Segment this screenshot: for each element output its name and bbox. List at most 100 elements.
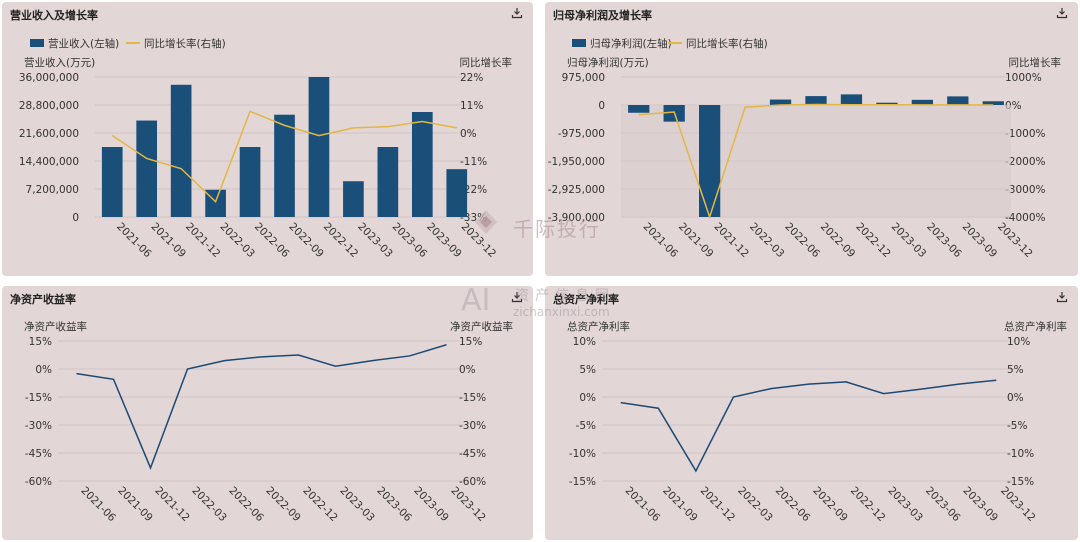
roa-panel: 总资产净利率 总资产净利率 总资产净利率 10% 10% 5% 5% 0% 0% -5% -5% -…: [545, 286, 1078, 540]
legend-bar-label: 归母净利润(左轴): [590, 37, 672, 50]
y-tick-label-left: 0%: [35, 364, 52, 376]
y-tick-label-right: -5%: [1007, 420, 1027, 432]
y-axis-title-right: 同比增长率: [460, 56, 513, 69]
y-axis-title-right: 总资产净利率: [1004, 320, 1067, 333]
y-tick-label-right: 0%: [460, 128, 477, 140]
panel-title: 总资产净利率: [553, 293, 619, 306]
roa-chart: 总资产净利率 总资产净利率 10% 10% 5% 5% 0% 0% -5% -5% -10% -10%…: [567, 320, 1067, 525]
x-tick-label: 2023-03: [337, 485, 377, 525]
download-icon[interactable]: [511, 291, 523, 303]
x-tick-label: 2021-09: [660, 485, 700, 525]
x-tick-label: 2023-06: [374, 485, 414, 525]
series-line: [76, 344, 447, 470]
bar: [274, 114, 295, 217]
revenue-growth-chart: 营业收入(左轴) 同比增长率(右轴) 营业收入(万元) 同比增长率 36,000,000…: [19, 37, 513, 261]
x-tick-label: 2023-09: [961, 485, 1001, 525]
y-axis-title-left: 归母净利润(万元): [567, 56, 649, 69]
y-tick-label-right: 11%: [460, 100, 483, 112]
y-tick-label-right: -1000%: [1005, 128, 1046, 140]
x-tick-label: 2023-03: [885, 485, 925, 525]
x-tick-label: 2023-12: [459, 221, 499, 261]
x-tick-label: 2023-12: [995, 221, 1035, 261]
x-tick-label: 2021-12: [152, 485, 192, 525]
y-tick-label-left: 36,000,000: [19, 72, 79, 84]
y-tick-label-left: 0: [72, 212, 79, 224]
x-tick-label: 2023-12: [448, 485, 488, 525]
y-tick-label-left: 975,000: [562, 72, 605, 84]
y-tick-label-left: -1,950,000: [548, 156, 605, 168]
y-tick-label-right: -2000%: [1005, 156, 1046, 168]
bar: [699, 105, 721, 217]
bar: [170, 84, 192, 218]
y-tick-label-right: -60%: [459, 476, 486, 488]
bar: [377, 147, 399, 217]
panel-title: 净资产收益率: [10, 293, 76, 306]
bar: [628, 105, 650, 113]
series-line: [620, 379, 997, 473]
x-tick-label: 2021-09: [115, 485, 155, 525]
x-tick-label: 2023-06: [923, 485, 963, 525]
bar: [101, 147, 123, 217]
revenue-growth-panel: 营业收入及增长率 营业收入(左轴) 同比增长率(右轴) 营业收入(万元) 同比增长率 3…: [2, 2, 533, 276]
y-tick-label-left: 14,400,000: [19, 156, 79, 168]
y-tick-label-left: -2,925,000: [548, 184, 605, 196]
download-icon[interactable]: [1056, 7, 1068, 19]
x-tick-label: 2022-12: [321, 221, 361, 261]
y-tick-label-left: 15%: [29, 336, 52, 348]
x-tick-label: 2022-06: [226, 485, 266, 525]
bar: [769, 99, 792, 105]
y-axis-title-left: 净资产收益率: [24, 320, 87, 333]
y-tick-label-right: 10%: [1007, 336, 1030, 348]
y-tick-label-left: -10%: [569, 448, 596, 460]
y-tick-label-right: -30%: [459, 420, 486, 432]
y-tick-label-left: 0%: [579, 392, 596, 404]
y-tick-label-left: 21,600,000: [19, 128, 79, 140]
x-tick-label: 2023-09: [411, 485, 451, 525]
y-tick-label-left: -60%: [25, 476, 52, 488]
x-tick-label: 2021-12: [712, 221, 752, 261]
x-tick-label: 2021-12: [698, 485, 738, 525]
y-tick-label-left: -15%: [25, 392, 52, 404]
legend-bar-swatch: [30, 39, 44, 47]
bar: [840, 94, 863, 105]
net-profit-growth-chart: 归母净利润(左轴) 同比增长率(右轴) 归母净利润(万元) 同比增长率 975,000 1…: [548, 37, 1062, 261]
x-tick-label: 2021-06: [623, 485, 663, 525]
bar: [446, 169, 468, 217]
y-tick-label-right: 22%: [460, 72, 483, 84]
download-icon[interactable]: [511, 7, 523, 19]
x-tick-label: 2022-06: [782, 221, 822, 261]
y-tick-label-right: -11%: [460, 156, 487, 168]
x-tick-label: 2022-03: [735, 485, 775, 525]
y-tick-label-right: -45%: [459, 448, 486, 460]
x-tick-label: 2023-09: [960, 221, 1000, 261]
panel-title: 归母净利润及增长率: [553, 9, 652, 22]
y-tick-label-right: -3000%: [1005, 184, 1046, 196]
bar: [136, 120, 158, 217]
y-tick-label-right: -4000%: [1005, 212, 1046, 224]
legend-bar-swatch: [572, 39, 586, 47]
y-axis-title-left: 营业收入(万元): [24, 56, 95, 69]
x-tick-label: 2023-03: [889, 221, 929, 261]
x-tick-label: 2021-06: [78, 485, 118, 525]
y-axis-title-right: 净资产收益率: [450, 320, 513, 333]
x-tick-label: 2023-12: [998, 485, 1038, 525]
y-tick-label-left: 28,800,000: [19, 100, 79, 112]
y-tick-label-left: 10%: [573, 336, 596, 348]
y-tick-label-right: 1000%: [1005, 72, 1042, 84]
x-tick-label: 2022-03: [747, 221, 787, 261]
legend-bar-label: 营业收入(左轴): [48, 37, 119, 50]
bar: [982, 101, 1004, 105]
x-tick-label: 2021-06: [641, 221, 681, 261]
y-tick-label-left: 0: [598, 100, 605, 112]
y-tick-label-right: 0%: [459, 364, 476, 376]
panel-title: 营业收入及增长率: [10, 9, 98, 22]
x-tick-label: 2022-06: [773, 485, 813, 525]
y-axis-title-right: 同比增长率: [1009, 56, 1062, 69]
roe-chart: 净资产收益率 净资产收益率 15% 15% 0% 0% -15% -15% -30% -30% -4…: [24, 320, 513, 525]
x-tick-label: 2022-12: [853, 221, 893, 261]
x-tick-label: 2022-09: [810, 485, 850, 525]
x-tick-label: 2022-03: [189, 485, 229, 525]
download-icon[interactable]: [1056, 291, 1068, 303]
y-tick-label-right: -10%: [1007, 448, 1034, 460]
bar: [239, 147, 261, 217]
